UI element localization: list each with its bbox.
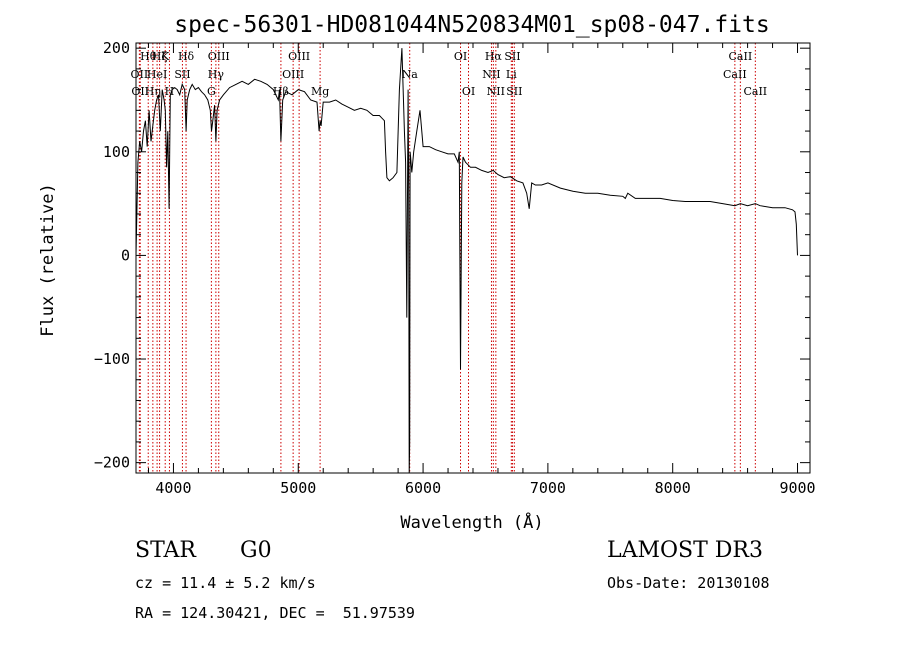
x-axis-label: Wavelength (Å) [400, 511, 543, 533]
marker-label-26: CaII [723, 68, 747, 81]
marker-label-21: Hα [485, 50, 503, 63]
marker-label-16: Mg [311, 85, 329, 98]
y-tick-label: −200 [94, 454, 130, 472]
marker-label-4: HeI [147, 68, 167, 81]
y-tick-label: 100 [103, 143, 130, 161]
marker-label-2: Hθ [140, 50, 157, 63]
line-marker-labels: OIIOIIHθHηHeIHζKHSIIHδGHγOIIIHβOIIIOIIIM… [131, 50, 768, 98]
redshift-text: cz = 11.4 ± 5.2 km/s [135, 574, 316, 592]
marker-label-14: OIII [282, 68, 304, 81]
marker-label-5: Hζ [152, 50, 168, 63]
plot-frame [135, 42, 811, 474]
x-tick-label: 6000 [405, 479, 441, 497]
marker-label-12: OIII [208, 50, 230, 63]
line-markers [138, 43, 756, 473]
y-axis-ticks: −200 −100 0 100 200 [94, 39, 810, 472]
marker-label-17: Na [402, 68, 419, 81]
obs-date-text: Obs-Date: 20130108 [607, 574, 770, 592]
spectrum-line [135, 48, 798, 474]
x-axis-ticks: 4000 5000 6000 7000 8000 9000 [147, 43, 816, 497]
marker-label-9: Hδ [178, 50, 195, 63]
coordinates-text: RA = 124.30421, DEC = 51.97539 [135, 604, 415, 622]
marker-label-11: Hγ [208, 68, 225, 81]
marker-label-8: SII [174, 68, 190, 81]
marker-label-15: OIII [288, 50, 310, 63]
marker-label-0: OII [131, 68, 149, 81]
x-tick-label: 7000 [530, 479, 566, 497]
x-tick-label: 5000 [280, 479, 316, 497]
x-tick-label: 8000 [655, 479, 691, 497]
marker-label-18: OI [454, 50, 467, 63]
y-axis-label: Flux (relative) [38, 183, 58, 337]
marker-label-6: K [161, 50, 170, 63]
y-tick-label: 200 [103, 39, 130, 57]
x-tick-label: 9000 [779, 479, 815, 497]
y-tick-label: 0 [121, 246, 130, 264]
marker-label-20: NII [482, 68, 500, 81]
x-tick-label: 4000 [155, 479, 191, 497]
chart-title: spec-56301-HD081044N520834M01_sp08-047.f… [174, 12, 769, 38]
marker-label-23: Li [506, 68, 517, 81]
object-subclass: G0 [240, 538, 272, 563]
marker-label-28: CaII [743, 85, 767, 98]
survey-name: LAMOST DR3 [607, 538, 763, 563]
marker-label-22: NII [487, 85, 505, 98]
marker-label-19: OI [462, 85, 475, 98]
marker-label-3: Hη [145, 85, 161, 98]
marker-label-25: SII [506, 85, 522, 98]
marker-label-7: H [165, 85, 175, 98]
marker-label-10: G [207, 85, 216, 98]
y-tick-label: −100 [94, 350, 130, 368]
object-class: STAR [135, 538, 196, 563]
marker-label-24: SII [504, 50, 520, 63]
marker-label-27: CaII [729, 50, 753, 63]
